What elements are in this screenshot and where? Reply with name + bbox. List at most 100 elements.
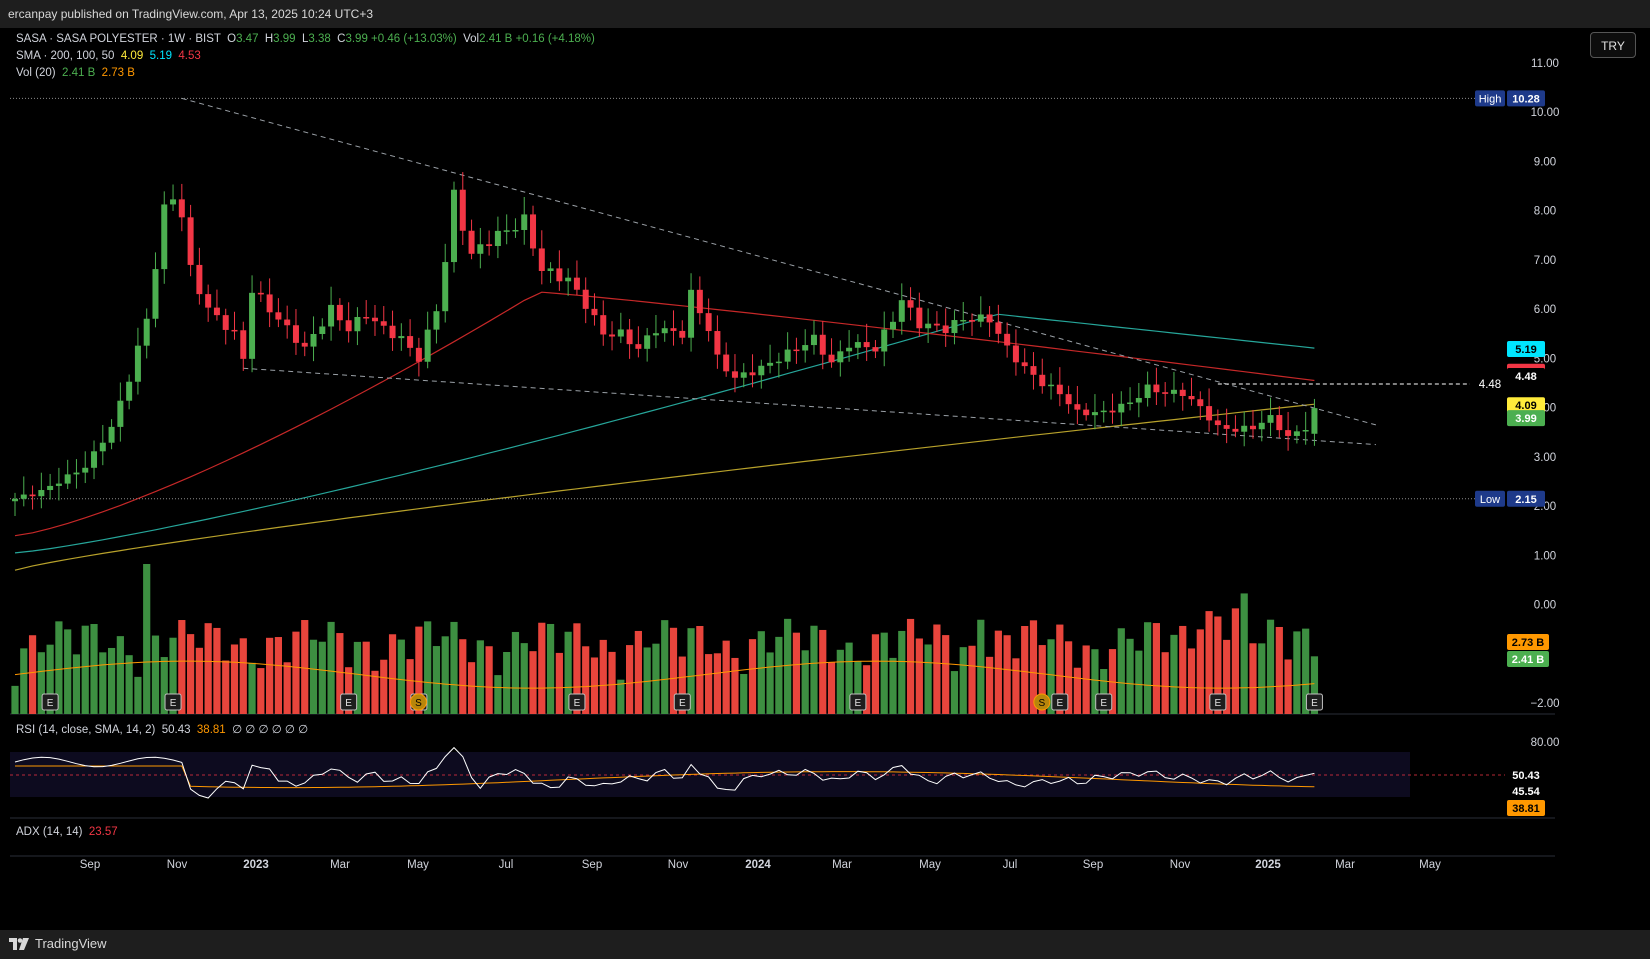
candle-body bbox=[714, 331, 721, 355]
level-tag: 4.48 bbox=[1507, 368, 1545, 385]
candle-body bbox=[986, 314, 993, 323]
level-tag-text: 4.48 bbox=[1515, 371, 1536, 383]
vol20-a: 2.41 B bbox=[62, 67, 96, 79]
candle-body bbox=[977, 314, 984, 322]
candle-body bbox=[134, 345, 141, 382]
volume-bar bbox=[239, 638, 247, 714]
volume-bar bbox=[511, 631, 520, 714]
open-value: 3.47 bbox=[236, 33, 259, 45]
volume-bar bbox=[1100, 669, 1108, 714]
candle-body bbox=[1232, 428, 1239, 432]
adx-label[interactable]: ADX (14, 14) bbox=[16, 826, 83, 838]
candle-body bbox=[1065, 394, 1072, 405]
low-value: 3.38 bbox=[308, 33, 331, 45]
candle-body bbox=[222, 315, 229, 330]
earnings-marker-label: E bbox=[47, 698, 54, 709]
volume-bar bbox=[1266, 619, 1275, 714]
candle-body bbox=[64, 474, 71, 484]
volume-bar bbox=[116, 636, 124, 714]
candle-body bbox=[881, 329, 888, 352]
earnings-marker-label: E bbox=[345, 698, 352, 709]
volume-bar bbox=[608, 651, 616, 714]
rsi-a: 50.43 bbox=[161, 724, 191, 736]
vol-label: Vol bbox=[463, 33, 480, 45]
chart-frame[interactable]: 11.0010.009.008.007.006.005.004.003.002.… bbox=[10, 28, 1650, 930]
adx-legend: ADX (14, 14) 23.57 bbox=[16, 826, 118, 838]
volume-bar bbox=[371, 670, 379, 714]
volume-bar bbox=[485, 646, 493, 714]
volume-bar bbox=[564, 631, 572, 714]
volume-bar bbox=[1249, 643, 1257, 714]
candle-body bbox=[257, 292, 264, 295]
candle-body bbox=[1162, 392, 1169, 394]
volume-bar bbox=[784, 618, 792, 714]
volume-bar bbox=[20, 648, 28, 714]
candle-body bbox=[371, 317, 378, 322]
chart-canvas[interactable]: 11.0010.009.008.007.006.005.004.003.002.… bbox=[10, 28, 1650, 930]
candle-body bbox=[846, 347, 853, 352]
earnings-marker-label: E bbox=[1100, 698, 1107, 709]
volume-bar bbox=[46, 644, 54, 714]
volume-bar bbox=[819, 629, 827, 714]
high-label: High bbox=[1479, 93, 1502, 105]
candle-body bbox=[767, 362, 774, 366]
volume-bar bbox=[283, 662, 291, 714]
candle-body bbox=[644, 335, 651, 349]
earnings-marker bbox=[568, 693, 586, 711]
volume-bar bbox=[942, 635, 950, 714]
volume-bar bbox=[705, 654, 713, 714]
candle-body bbox=[1012, 345, 1019, 363]
x-axis-tick: Nov bbox=[668, 859, 689, 871]
volume-bar bbox=[845, 642, 853, 714]
candle-body bbox=[310, 333, 317, 347]
candle-body bbox=[731, 371, 738, 378]
symbol-name[interactable]: SASA · SASA POLYESTER · 1W · BIST bbox=[16, 33, 221, 45]
volume-bar bbox=[836, 649, 844, 714]
sma-label[interactable]: SMA · 200, 100, 50 bbox=[16, 50, 115, 62]
y-axis-tick: 6.00 bbox=[1534, 304, 1556, 316]
volume-bar bbox=[1310, 656, 1319, 714]
volume-bar bbox=[1205, 611, 1213, 714]
rsi-label[interactable]: RSI (14, close, SMA, 14, 2) bbox=[16, 724, 156, 736]
volume-bar bbox=[143, 564, 151, 714]
rsi-value-tag-bg bbox=[1507, 767, 1545, 783]
volume-bar bbox=[1152, 623, 1160, 714]
candle-body bbox=[380, 321, 387, 326]
volume-bar bbox=[863, 665, 871, 714]
volume-bar bbox=[72, 654, 81, 714]
candle-body bbox=[213, 307, 220, 316]
candle-body bbox=[1039, 374, 1046, 387]
volume-bar bbox=[529, 651, 537, 714]
volume-bar bbox=[257, 668, 265, 714]
currency-button[interactable]: TRY bbox=[1590, 32, 1636, 58]
x-axis-tick: Mar bbox=[1335, 859, 1355, 871]
tradingview-logo[interactable]: TradingView bbox=[9, 936, 107, 951]
close-value: 3.99 bbox=[345, 33, 368, 45]
candle-body bbox=[916, 307, 923, 329]
volume-bar bbox=[309, 639, 318, 714]
tv-logo-icon bbox=[9, 937, 29, 950]
volume-bar bbox=[1144, 622, 1152, 714]
high-price-tag: 10.28 bbox=[1507, 90, 1545, 107]
candle-body bbox=[1241, 425, 1248, 432]
low-label-bg bbox=[1475, 490, 1505, 507]
x-axis-tick: May bbox=[1419, 859, 1441, 871]
candle-body bbox=[1170, 389, 1177, 394]
candle-body bbox=[363, 317, 370, 319]
volume-bar bbox=[994, 630, 1002, 714]
candle-body bbox=[108, 426, 115, 443]
volume-bar bbox=[503, 651, 511, 714]
candle-body bbox=[810, 334, 817, 346]
candle-body bbox=[1100, 410, 1107, 413]
chart-legend: SASA · SASA POLYESTER · 1W · BIST O3.47 … bbox=[16, 31, 595, 82]
vol20-label[interactable]: Vol (20) bbox=[16, 67, 56, 79]
volume-bar bbox=[301, 620, 309, 714]
volume-bar bbox=[687, 628, 695, 714]
y-axis-tick: 1.00 bbox=[1534, 550, 1556, 562]
candle-body bbox=[723, 354, 730, 372]
legend-symbol-row: SASA · SASA POLYESTER · 1W · BIST O3.47 … bbox=[16, 31, 595, 48]
split-marker bbox=[409, 693, 427, 711]
x-axis-tick: 2024 bbox=[745, 859, 771, 871]
sma100-value: 5.19 bbox=[149, 50, 173, 62]
candle-body bbox=[1302, 429, 1309, 432]
